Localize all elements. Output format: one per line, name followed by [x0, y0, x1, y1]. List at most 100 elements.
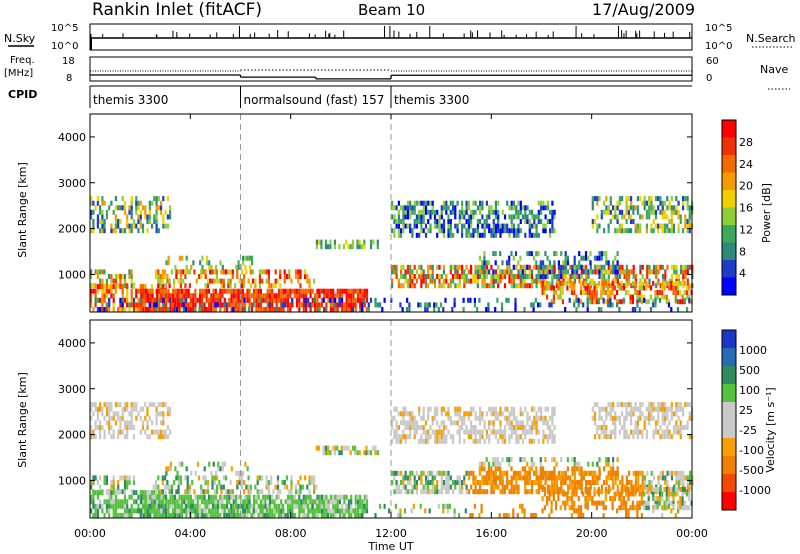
range-time-cell	[537, 232, 540, 238]
range-time-cell	[376, 239, 379, 245]
range-time-cell	[577, 505, 580, 511]
range-time-cell	[121, 307, 124, 312]
range-time-cell	[123, 484, 127, 490]
range-time-cell	[558, 269, 561, 275]
range-time-cell	[668, 420, 671, 426]
range-time-cell	[393, 214, 396, 220]
range-time-cell	[596, 461, 599, 467]
range-time-cell	[618, 429, 621, 435]
range-time-cell	[510, 200, 513, 206]
range-time-cell	[481, 411, 484, 417]
range-time-cell	[236, 269, 239, 275]
range-time-cell	[636, 209, 639, 215]
range-time-cell	[289, 494, 292, 500]
range-time-cell	[652, 496, 655, 501]
range-time-cell	[501, 480, 504, 485]
range-time-cell	[103, 223, 106, 229]
range-time-cell	[158, 288, 161, 294]
range-time-cell	[467, 411, 470, 417]
range-time-cell	[354, 513, 357, 518]
range-time-cell	[655, 264, 658, 270]
range-time-cell	[677, 209, 680, 215]
range-time-cell	[512, 475, 515, 481]
range-time-cell	[230, 288, 233, 294]
range-time-cell	[277, 503, 281, 509]
range-time-cell	[332, 307, 335, 312]
range-time-cell	[132, 406, 136, 412]
range-time-cell	[449, 200, 452, 206]
range-time-cell	[130, 214, 133, 220]
range-time-cell	[461, 480, 464, 485]
range-time-cell	[117, 503, 120, 509]
range-time-cell	[483, 425, 486, 430]
range-time-cell	[130, 293, 133, 299]
range-time-cell	[342, 513, 345, 518]
range-time-cell	[499, 278, 502, 284]
range-time-cell	[429, 223, 432, 229]
range-time-cell	[123, 494, 127, 500]
range-time-cell	[612, 205, 615, 211]
range-time-cell	[643, 297, 646, 303]
range-time-cell	[470, 434, 473, 440]
range-time-cell	[399, 302, 402, 308]
range-time-cell	[361, 288, 364, 294]
range-time-cell	[666, 205, 669, 211]
range-time-cell	[402, 484, 405, 490]
range-time-cell	[119, 503, 122, 509]
range-time-cell	[338, 288, 341, 294]
range-time-cell	[397, 209, 400, 215]
range-time-cell	[454, 480, 457, 485]
range-time-cell	[241, 508, 244, 514]
range-time-cell	[165, 307, 168, 312]
range-time-cell	[146, 214, 149, 220]
range-time-cell	[258, 269, 261, 275]
range-time-cell	[537, 200, 540, 206]
range-time-cell	[593, 491, 596, 497]
range-time-cell	[688, 491, 691, 497]
range-time-cell	[515, 434, 518, 440]
range-time-cell	[523, 513, 526, 518]
range-time-cell	[420, 425, 423, 430]
range-time-cell	[316, 508, 319, 514]
range-time-cell	[598, 274, 601, 279]
range-time-cell	[294, 484, 298, 490]
range-time-cell	[510, 269, 513, 275]
range-time-cell	[114, 508, 117, 514]
range-time-cell	[686, 219, 689, 224]
range-time-cell	[630, 429, 633, 435]
range-time-cell	[295, 297, 299, 303]
range-time-cell	[605, 461, 608, 467]
range-time-cell	[99, 434, 102, 440]
range-time-cell	[543, 285, 546, 291]
range-time-cell	[517, 260, 520, 266]
range-time-cell	[499, 480, 502, 485]
range-time-cell	[621, 228, 624, 234]
range-time-cell	[682, 228, 685, 234]
range-time-cell	[320, 499, 323, 505]
range-time-cell	[141, 307, 145, 312]
range-time-cell	[253, 297, 256, 303]
range-time-cell	[630, 420, 633, 426]
range-time-cell	[165, 260, 168, 266]
range-time-cell	[611, 285, 614, 291]
range-time-cell	[566, 491, 569, 497]
range-time-cell	[472, 232, 475, 238]
range-time-cell	[345, 288, 348, 294]
range-time-cell	[675, 425, 678, 430]
range-time-cell	[474, 269, 477, 275]
range-time-cell	[438, 228, 441, 234]
range-time-cell	[283, 269, 286, 275]
range-time-cell	[668, 205, 671, 211]
range-time-cell	[324, 239, 327, 245]
range-time-cell	[579, 513, 583, 518]
range-time-cell	[168, 484, 171, 490]
range-time-cell	[352, 508, 355, 514]
range-time-cell	[338, 450, 341, 456]
range-time-cell	[148, 302, 151, 308]
range-time-cell	[235, 307, 238, 312]
range-time-cell	[402, 411, 405, 417]
range-time-cell	[114, 503, 117, 509]
range-time-cell	[499, 420, 502, 426]
range-time-cell	[546, 438, 549, 444]
range-time-cell	[478, 513, 481, 518]
